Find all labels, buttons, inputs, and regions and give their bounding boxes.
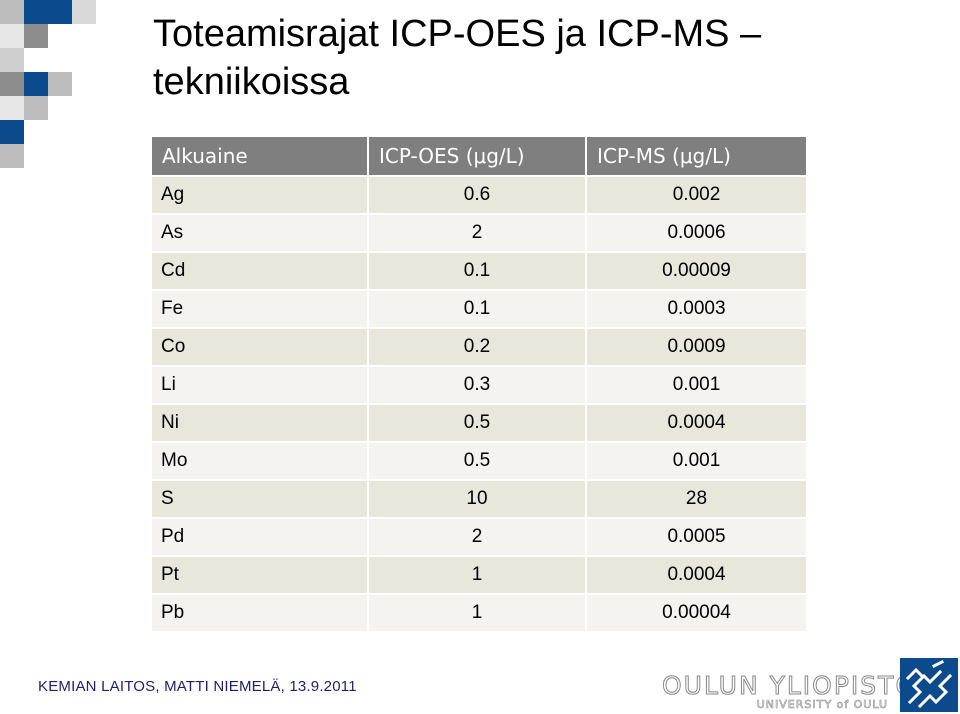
- element-cell: S: [152, 479, 369, 518]
- icp-oes-cell: 2: [368, 213, 587, 252]
- university-subtitle: UNIVERSITY of OULU: [756, 698, 888, 712]
- element-cell: Li: [152, 365, 369, 404]
- icp-ms-cell: 0.00004: [586, 593, 806, 631]
- icp-oes-cell: 1: [368, 593, 587, 631]
- icp-oes-cell: 2: [368, 517, 587, 556]
- icp-ms-cell: 28: [586, 479, 806, 518]
- table-row: Fe 0.1 0.0003: [152, 289, 806, 328]
- footer-credit: KEMIAN LAITOS, MATTI NIEMELÄ, 13.9.2011: [38, 678, 357, 695]
- column-header-element: Alkuaine: [152, 137, 369, 176]
- element-cell: Mo: [152, 441, 369, 480]
- detection-limits-table: Alkuaine ICP-OES (μg/L) ICP-MS (μg/L) Ag…: [152, 137, 806, 631]
- table-row: Ag 0.6 0.002: [152, 175, 806, 214]
- icp-ms-cell: 0.0003: [586, 289, 806, 328]
- column-header-icp-ms: ICP-MS (μg/L): [586, 137, 806, 176]
- element-cell: Cd: [152, 251, 369, 290]
- element-cell: Ni: [152, 403, 369, 442]
- table-row: Co 0.2 0.0009: [152, 327, 806, 366]
- table-row: Pb 1 0.00004: [152, 593, 806, 631]
- column-header-icp-oes: ICP-OES (μg/L): [368, 137, 587, 176]
- table-row: Pt 1 0.0004: [152, 555, 806, 594]
- element-cell: Fe: [152, 289, 369, 328]
- table-row: Cd 0.1 0.00009: [152, 251, 806, 290]
- icp-ms-cell: 0.0006: [586, 213, 806, 252]
- icp-oes-cell: 0.1: [368, 251, 587, 290]
- table-row: Li 0.3 0.001: [152, 365, 806, 404]
- university-seal-icon: [900, 658, 958, 712]
- university-name: OULUN YLIOPISTO: [662, 671, 918, 700]
- icp-ms-cell: 0.002: [586, 175, 806, 214]
- element-cell: Pt: [152, 555, 369, 594]
- element-cell: Ag: [152, 175, 369, 214]
- table-row: As 2 0.0006: [152, 213, 806, 252]
- icp-oes-cell: 0.6: [368, 175, 587, 214]
- icp-ms-cell: 0.001: [586, 365, 806, 404]
- slide-title: Toteamisrajat ICP-OES ja ICP-MS – teknii…: [153, 13, 762, 103]
- icp-oes-cell: 0.5: [368, 403, 587, 442]
- icp-oes-cell: 0.1: [368, 289, 587, 328]
- table-row: Ni 0.5 0.0004: [152, 403, 806, 442]
- icp-ms-cell: 0.0004: [586, 555, 806, 594]
- table-header-row: Alkuaine ICP-OES (μg/L) ICP-MS (μg/L): [152, 137, 806, 176]
- element-cell: Co: [152, 327, 369, 366]
- icp-ms-cell: 0.0004: [586, 403, 806, 442]
- icp-ms-cell: 0.001: [586, 441, 806, 480]
- table-row: Mo 0.5 0.001: [152, 441, 806, 480]
- table-row: S 10 28: [152, 479, 806, 518]
- icp-oes-cell: 10: [368, 479, 587, 518]
- icp-oes-cell: 0.5: [368, 441, 587, 480]
- icp-ms-cell: 0.00009: [586, 251, 806, 290]
- element-cell: As: [152, 213, 369, 252]
- icp-oes-cell: 0.2: [368, 327, 587, 366]
- element-cell: Pb: [152, 593, 369, 631]
- table-row: Pd 2 0.0005: [152, 517, 806, 556]
- icp-ms-cell: 0.0009: [586, 327, 806, 366]
- element-cell: Pd: [152, 517, 369, 556]
- university-logo: OULUN YLIOPISTO UNIVERSITY of OULU: [662, 671, 918, 711]
- icp-ms-cell: 0.0005: [586, 517, 806, 556]
- icp-oes-cell: 1: [368, 555, 587, 594]
- icp-oes-cell: 0.3: [368, 365, 587, 404]
- corner-mosaic-decoration: [0, 0, 110, 180]
